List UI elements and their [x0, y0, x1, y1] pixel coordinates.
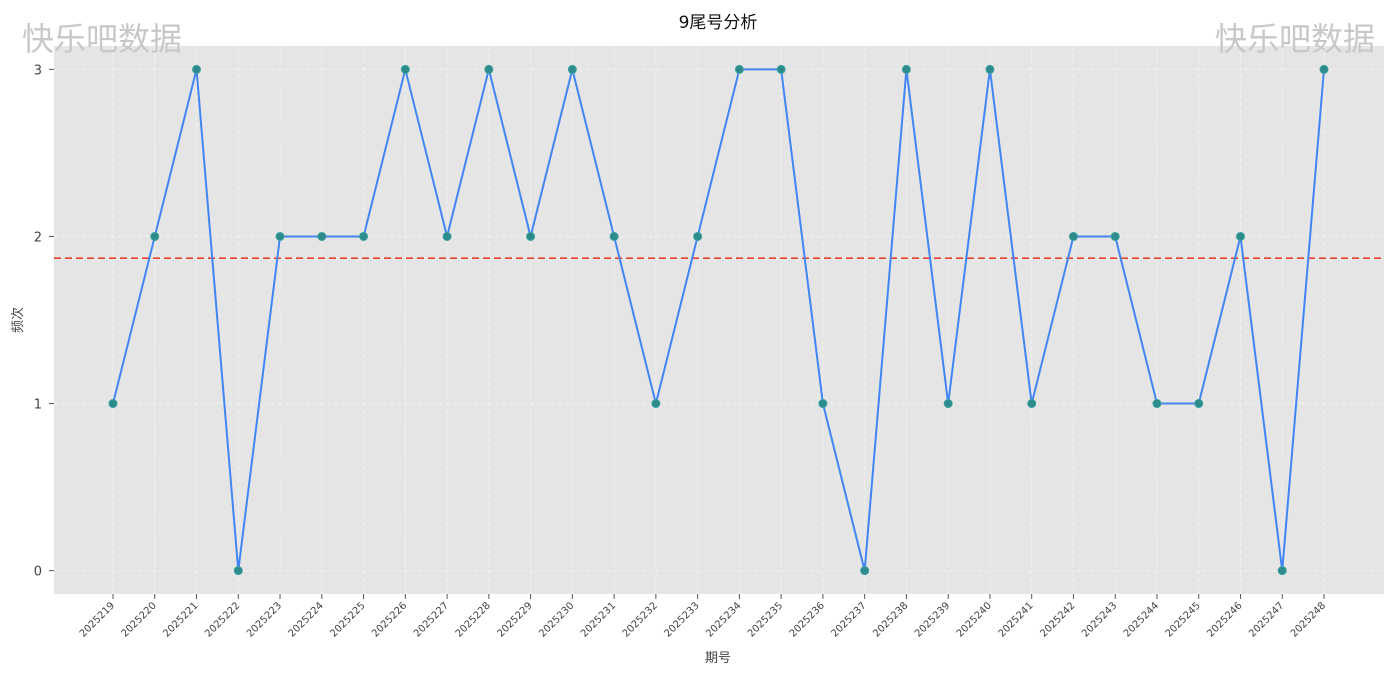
x-tick-label: 2025223: [245, 600, 284, 639]
series-line: [112, 68, 1325, 572]
x-tick-label: 2025224: [287, 600, 326, 639]
x-tick-label: 2025245: [1164, 600, 1203, 639]
data-markers: [108, 64, 1329, 576]
y-tick-label: 3: [34, 63, 42, 78]
data-point: [609, 231, 619, 241]
x-tick-label: 2025242: [1038, 600, 1077, 639]
y-tick-label: 1: [34, 398, 42, 413]
data-point: [275, 231, 285, 241]
x-tick-label: 2025236: [788, 600, 827, 639]
x-tick-label: 2025220: [120, 600, 159, 639]
data-point: [1068, 231, 1078, 241]
data-point: [1110, 231, 1120, 241]
x-tick-label: 2025247: [1247, 600, 1286, 639]
x-tick-label: 2025231: [579, 600, 618, 639]
x-tick-label: 2025225: [328, 600, 367, 639]
watermark-right: 快乐吧数据: [1215, 20, 1375, 58]
data-point: [359, 231, 369, 241]
data-point: [1194, 399, 1204, 409]
x-tick-label: 2025243: [1080, 600, 1119, 639]
x-tick-label: 2025227: [412, 600, 451, 639]
x-tick-label: 2025219: [78, 600, 117, 639]
x-tick-label: 2025246: [1205, 600, 1244, 639]
data-point: [1319, 64, 1329, 74]
x-tick-label: 2025233: [662, 600, 701, 639]
x-tick-label: 2025235: [746, 600, 785, 639]
data-point: [567, 64, 577, 74]
data-point: [734, 64, 744, 74]
data-point: [651, 399, 661, 409]
data-point: [1277, 566, 1287, 576]
x-tick-label: 2025230: [537, 600, 576, 639]
x-tick-label: 2025229: [495, 600, 534, 639]
plot-area: [54, 46, 1384, 594]
data-point: [484, 64, 494, 74]
y-tick-label: 2: [34, 230, 42, 245]
data-point: [526, 231, 536, 241]
data-point: [1027, 399, 1037, 409]
data-point: [1235, 231, 1245, 241]
grid-lines: [54, 46, 1384, 594]
x-tick-label: 2025234: [704, 600, 743, 639]
x-tick-label: 2025232: [621, 600, 660, 639]
data-point: [901, 64, 911, 74]
x-tick-label: 2025238: [871, 600, 910, 639]
data-point: [317, 231, 327, 241]
x-tick-label: 2025226: [370, 600, 409, 639]
data-point: [943, 399, 953, 409]
x-axis-label: 期号: [705, 651, 731, 666]
x-tick-label: 2025237: [829, 600, 868, 639]
data-point: [860, 566, 870, 576]
x-tick-label: 2025221: [161, 600, 200, 639]
data-point: [776, 64, 786, 74]
x-tick-label: 2025248: [1289, 600, 1328, 639]
x-tick-label: 2025240: [955, 600, 994, 639]
y-axis-label: 频次: [10, 307, 26, 333]
data-point: [442, 231, 452, 241]
data-point: [150, 231, 160, 241]
watermark-left: 快乐吧数据: [22, 20, 182, 58]
x-tick-label: 2025228: [454, 600, 493, 639]
x-tick-label: 2025241: [997, 600, 1036, 639]
data-point: [192, 64, 202, 74]
data-point: [1152, 399, 1162, 409]
data-point: [400, 64, 410, 74]
data-point: [108, 399, 118, 409]
data-point: [233, 566, 243, 576]
data-point: [818, 399, 828, 409]
data-point: [693, 231, 703, 241]
data-point: [985, 64, 995, 74]
chart-title: 9尾号分析: [679, 13, 758, 33]
y-tick-label: 0: [34, 565, 42, 580]
x-tick-label: 2025244: [1122, 600, 1161, 639]
x-tick-label: 2025239: [913, 600, 952, 639]
x-tick-label: 2025222: [203, 600, 242, 639]
